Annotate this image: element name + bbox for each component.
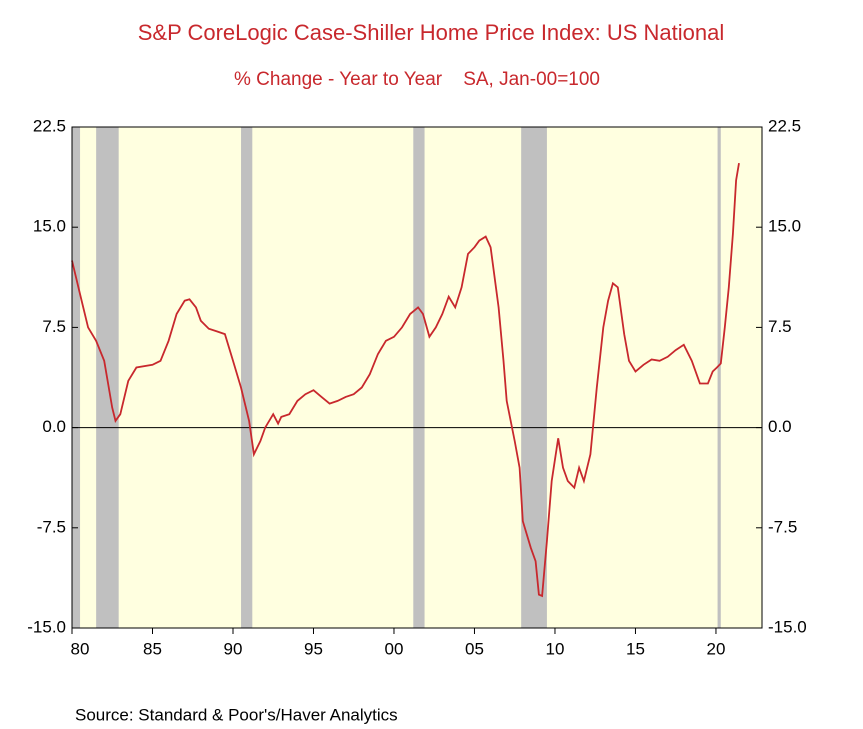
x-tick-label: 15 [626,639,645,658]
y2-tick-label: -15.0 [768,617,807,636]
y2-tick-label: 22.5 [768,116,801,135]
y2-tick-label: 0.0 [768,417,792,436]
recession-band [521,127,547,628]
data-line [71,162,740,598]
y2-tick-label: 15.0 [768,217,801,236]
y-tick-label: 7.5 [42,317,66,336]
x-tick-label: 05 [465,639,484,658]
x-tick-label: 10 [546,639,565,658]
y-tick-label: -7.5 [37,517,66,536]
y2-tick-label: 7.5 [768,317,792,336]
recession-band [241,127,253,628]
y-tick-label: 15.0 [33,217,66,236]
y-tick-label: 0.0 [42,417,66,436]
chart-subtitle: % Change - Year to Year SA, Jan-00=100 [234,69,600,90]
y2-tick-label: -7.5 [768,517,797,536]
x-tick-label: 90 [224,639,243,658]
x-tick-label: 85 [143,639,162,658]
recession-band [413,127,425,628]
recession-band [717,127,721,628]
y-tick-label: 22.5 [33,116,66,135]
recession-band [72,127,81,628]
x-tick-label: 00 [385,639,404,658]
plot-frame [71,126,763,629]
x-tick-label: 80 [71,639,90,658]
x-tick-label: 95 [304,639,323,658]
y-tick-label: -15.0 [27,617,66,636]
x-tick-label: 20 [706,639,725,658]
source-note: Source: Standard & Poor's/Haver Analytic… [75,705,398,724]
chart-title: S&P CoreLogic Case-Shiller Home Price In… [138,20,725,45]
